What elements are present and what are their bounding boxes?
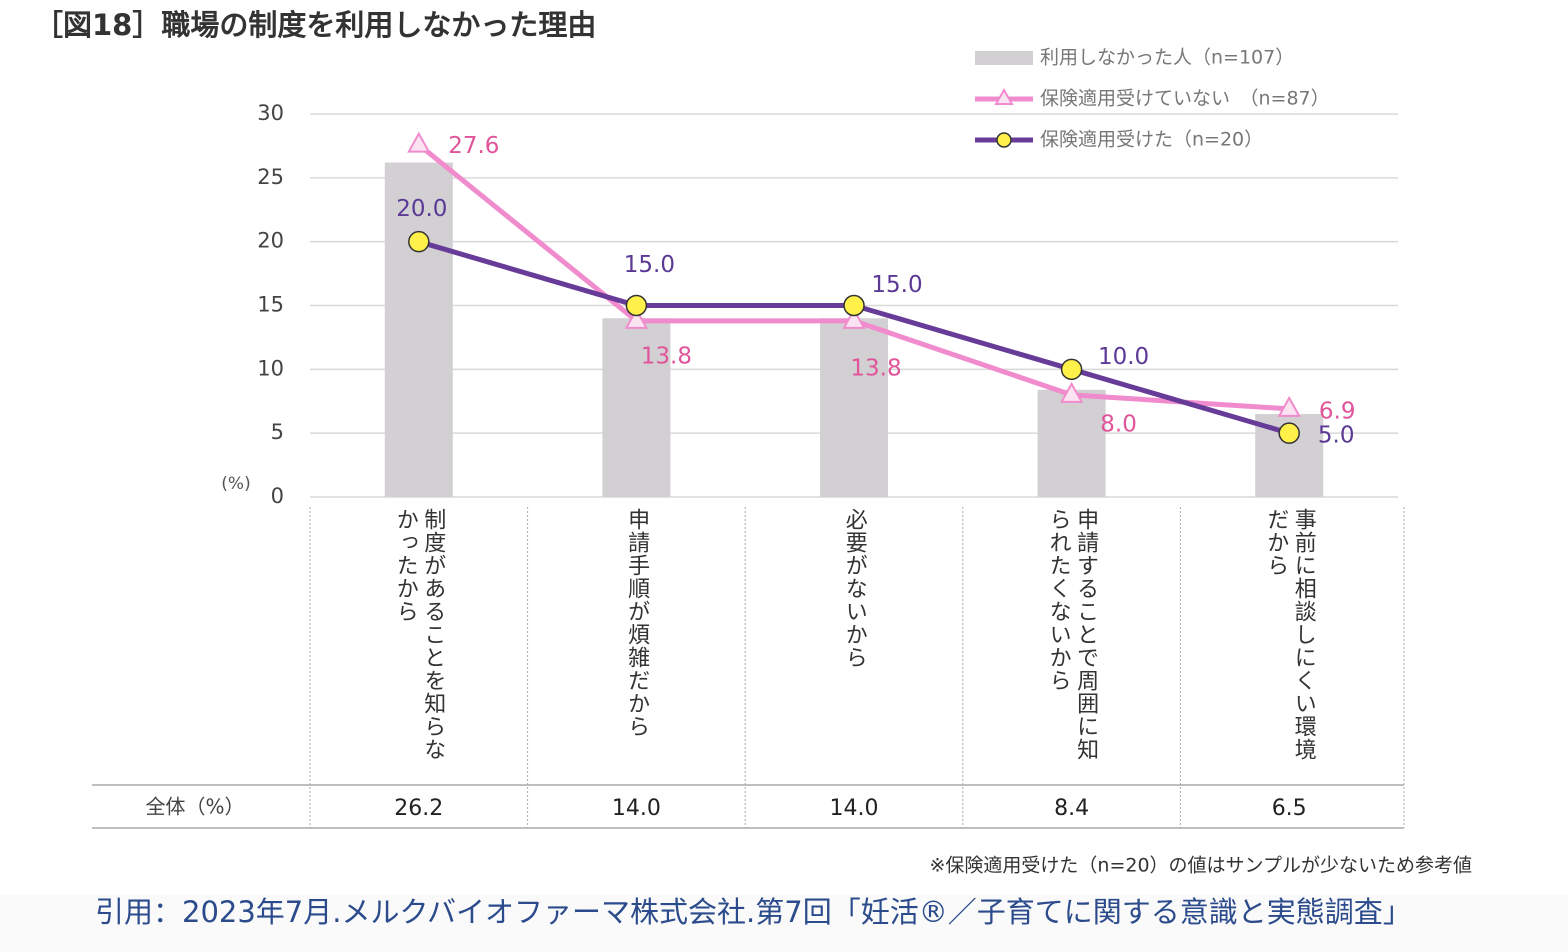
legend-label: 利用しなかった人（n=107） (1040, 47, 1294, 69)
x-tick-label: 制度があることを知らなかったから (392, 508, 446, 761)
data-label: 13.8 (850, 355, 901, 381)
marker (1278, 422, 1300, 444)
table-value: 26.2 (394, 796, 443, 821)
x-tick-label: 事前に相談しにくい環境だから (1263, 508, 1316, 761)
legend-label: 保険適用受けていない （n=87） (1040, 88, 1330, 110)
bar (384, 162, 453, 497)
source: 引用：2023年7月.メルクバイオファーマ株式会社.第7回「妊活®／子育てに関す… (95, 895, 1412, 929)
y-tick-label: 15 (257, 293, 284, 317)
x-tick-label: 必要がないから (841, 508, 867, 669)
table-label: 全体（%） (145, 795, 244, 819)
data-label: 15.0 (871, 272, 922, 298)
legend-marker (996, 132, 1012, 148)
y-tick-label: 30 (257, 101, 284, 125)
data-label: 13.8 (641, 343, 692, 369)
table-value: 14.0 (830, 796, 879, 821)
bar (1037, 389, 1106, 497)
y-unit: (%) (221, 474, 250, 494)
table-value: 8.4 (1054, 796, 1089, 821)
y-tick-label: 25 (257, 165, 284, 189)
legend-marker (994, 87, 1014, 105)
data-label: 5.0 (1318, 423, 1355, 449)
y-tick-label: 20 (257, 229, 284, 253)
bar (602, 318, 671, 497)
table-value: 6.5 (1272, 796, 1307, 821)
note: ※保険適用受けた（n=20）の値はサンプルが少ないため参考値 (930, 855, 1473, 877)
data-label: 20.0 (396, 196, 447, 222)
marker (625, 294, 648, 317)
data-label: 15.0 (624, 252, 675, 278)
marker (1059, 381, 1084, 403)
marker (624, 307, 649, 329)
marker (1060, 358, 1083, 381)
y-tick-label: 0 (271, 484, 284, 508)
data-label: 8.0 (1100, 411, 1137, 437)
y-tick-label: 5 (271, 420, 284, 444)
legend-label: 保険適用受けた（n=20） (1040, 129, 1263, 151)
x-tick-label: 申請することで周囲に知られたくないから (1045, 508, 1099, 761)
data-label: 10.0 (1098, 344, 1149, 370)
marker (843, 294, 865, 317)
marker (842, 307, 866, 329)
marker (407, 131, 431, 153)
x-tick-label: 申請手順が煩雑だから (624, 508, 650, 738)
marker (408, 230, 430, 253)
data-label: 6.9 (1319, 398, 1356, 424)
chart-title: ［図18］職場の制度を利用しなかった理由 (34, 8, 596, 42)
bar (820, 318, 888, 497)
marker (1277, 395, 1301, 417)
y-tick-label: 10 (257, 356, 284, 380)
legend-swatch (975, 51, 1033, 65)
data-label: 27.6 (448, 133, 499, 159)
source-band (0, 895, 1568, 952)
table-value: 14.0 (612, 796, 661, 821)
